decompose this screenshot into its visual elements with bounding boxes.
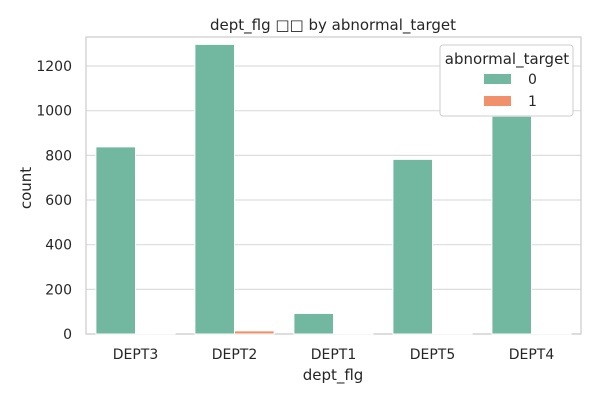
legend-label: 1 — [528, 94, 537, 110]
y-axis-title: count — [17, 167, 35, 209]
legend-swatch-0 — [484, 74, 511, 84]
bars — [95, 43, 572, 335]
x-tick-label: DEPT3 — [113, 347, 159, 363]
bar-dept5-series-0 — [392, 158, 433, 335]
bar-dept2-series-1 — [234, 330, 275, 335]
bar-dept1-series-0 — [293, 312, 334, 335]
y-tick-label: 400 — [45, 238, 72, 254]
bar-dept5-series-1 — [432, 332, 473, 335]
chart-title: dept_flg □□ by abnormal_target — [210, 16, 456, 35]
legend-title: abnormal_target — [445, 50, 569, 69]
x-tick-label: DEPT4 — [509, 347, 555, 363]
y-tick-label: 800 — [45, 148, 72, 164]
legend-label: 0 — [528, 72, 537, 88]
y-tick-label: 200 — [45, 282, 72, 298]
legend-items: 01 — [484, 72, 537, 110]
legend: abnormal_target 01 — [439, 44, 574, 117]
x-tick-label: DEPT1 — [311, 347, 357, 363]
bar-dept2-series-0 — [194, 43, 235, 335]
x-tick-labels: DEPT3 DEPT2 DEPT1 DEPT5 DEPT4 — [113, 347, 555, 363]
bar-dept3-series-1 — [135, 332, 176, 335]
y-tick-label: 0 — [63, 327, 72, 343]
y-tick-label: 600 — [45, 193, 72, 209]
bar-dept4-series-0 — [491, 115, 532, 335]
x-tick-label: DEPT5 — [410, 347, 456, 363]
legend-swatch-1 — [484, 96, 511, 106]
y-tick-label: 1200 — [36, 59, 72, 75]
y-tick-labels: 0 200 400 600 800 1000 1200 — [36, 59, 72, 343]
bar-dept4-series-1 — [531, 332, 572, 335]
x-axis-title: dept_flg — [303, 366, 364, 385]
gridlines — [86, 65, 581, 335]
bar-dept3-series-0 — [95, 146, 136, 335]
y-tick-label: 1000 — [36, 104, 72, 120]
x-tick-label: DEPT2 — [212, 347, 258, 363]
